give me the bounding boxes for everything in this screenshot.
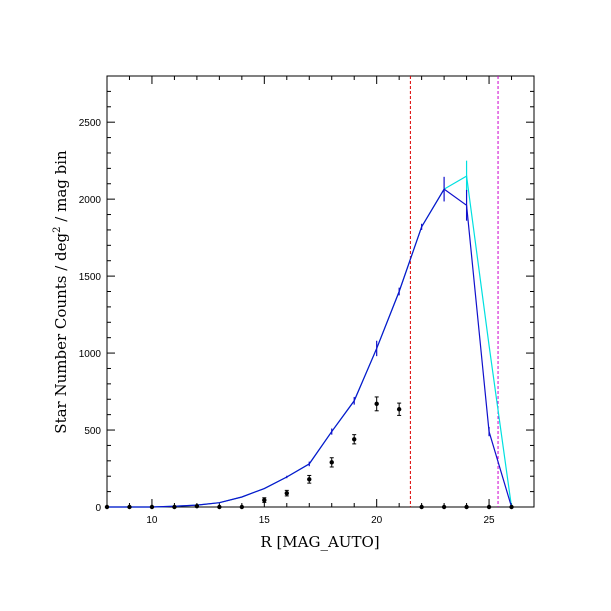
data-point (104, 504, 110, 510)
axis-ticks (106, 75, 535, 508)
x-tick-label: 25 (483, 515, 495, 526)
y-tick-label: 1000 (79, 349, 102, 360)
series (107, 176, 513, 508)
data-point (396, 407, 402, 412)
data-point (149, 504, 155, 510)
y-tick-label: 1500 (79, 272, 102, 283)
y-tick-label: 500 (84, 426, 101, 437)
y-axis-title-main: Star Number Counts / deg (52, 232, 70, 433)
y-tick-label: 2000 (79, 195, 102, 206)
x-tick-label: 15 (259, 515, 271, 526)
data-point (239, 504, 245, 510)
x-axis-title: R [MAG_AUTO] (260, 533, 379, 551)
data-point (441, 504, 447, 510)
data-point (352, 437, 357, 442)
data-point (509, 504, 514, 510)
data-point (419, 504, 424, 510)
vertical-reference-lines (409, 76, 499, 507)
data-point (374, 401, 379, 407)
series (104, 396, 514, 510)
data-point (262, 497, 267, 503)
y-axis-title-rest: / mag bin (52, 150, 70, 227)
data-point (194, 504, 200, 509)
data-point (284, 490, 289, 496)
y-tick-label: 0 (95, 503, 101, 514)
data-point (307, 477, 312, 482)
y-axis-title-sup: 2 (52, 226, 63, 232)
data-point (486, 504, 492, 510)
y-tick-label: 2500 (79, 118, 102, 129)
x-tick-labels: 10 15 20 25 (146, 515, 495, 526)
data-point (172, 504, 177, 510)
data-point (127, 504, 132, 510)
plot-area (106, 75, 535, 508)
data-point (217, 504, 222, 510)
data-point (464, 504, 469, 510)
plot-frame (106, 75, 535, 508)
x-tick-label: 10 (146, 515, 158, 526)
series (107, 160, 513, 508)
data-point (329, 460, 334, 465)
series-line (107, 175, 513, 508)
data-series (104, 160, 514, 510)
series-line (107, 188, 513, 508)
x-tick-label: 20 (371, 515, 383, 526)
y-axis-title: Star Number Counts / deg2 / mag bin (52, 150, 70, 434)
y-tick-labels: 0 500 1000 1500 2000 2500 (79, 118, 102, 514)
